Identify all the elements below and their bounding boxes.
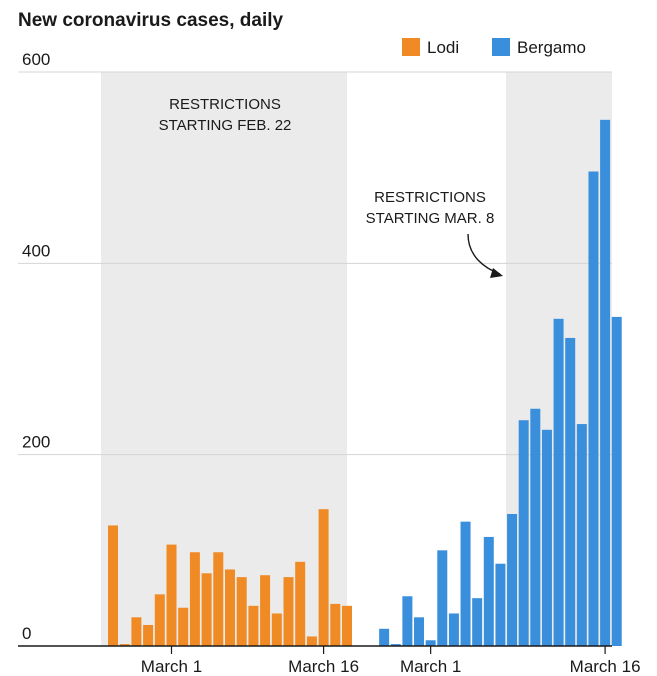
bar-bergamo [414, 617, 425, 646]
legend-swatch-lodi [402, 38, 420, 56]
x-tick-label: March 1 [141, 657, 202, 676]
bar-lodi [342, 605, 352, 646]
bar-lodi [143, 624, 154, 646]
annotation-feb22: RESTRICTIONS STARTING FEB. 22 [159, 96, 292, 134]
annotation-arrowhead [490, 268, 503, 278]
bar-lodi [119, 644, 130, 646]
restriction-shading-lodi [101, 72, 347, 646]
bar-bergamo [611, 316, 622, 646]
bar-lodi [166, 544, 177, 646]
bar-lodi [213, 552, 224, 646]
x-ticks: March 1 March 16 March 1 March 16 [141, 646, 641, 676]
bar-lodi [306, 636, 317, 646]
legend-label-bergamo: Bergamo [517, 38, 586, 57]
bar-bergamo [530, 408, 541, 646]
bar-lodi [283, 577, 294, 646]
bar-bergamo [460, 521, 471, 646]
bar-lodi [154, 594, 165, 646]
bar-bergamo [507, 513, 518, 646]
bar-lodi [189, 552, 200, 646]
annotation-feb22-line2: STARTING FEB. 22 [159, 117, 292, 134]
legend-swatch-bergamo [492, 38, 510, 56]
bar-lodi [225, 569, 235, 646]
bar-lodi [318, 509, 329, 646]
gridlines [18, 71, 612, 456]
bar-bergamo [379, 628, 390, 646]
bar-bergamo [541, 429, 552, 646]
bar-bergamo [576, 424, 587, 646]
y-tick-label: 200 [22, 433, 50, 452]
bar-bergamo [448, 613, 459, 646]
bar-bergamo [588, 171, 599, 646]
bar-lodi [271, 613, 282, 646]
y-tick-label: 600 [22, 50, 50, 69]
y-tick-label: 0 [22, 624, 31, 643]
annotation-mar8-line1: RESTRICTIONS [374, 189, 486, 206]
bar-bergamo [495, 563, 506, 646]
bar-bergamo [402, 596, 413, 646]
bar-lodi [201, 573, 212, 646]
bar-lodi [295, 561, 306, 646]
x-tick-label: March 1 [400, 657, 461, 676]
annotation-feb22-line1: RESTRICTIONS [169, 96, 281, 113]
bar-bergamo [565, 337, 576, 646]
y-tick-labels: 0 200 400 600 [22, 50, 50, 643]
legend-label-lodi: Lodi [427, 38, 459, 57]
bar-bergamo [425, 640, 436, 646]
annotation-mar8-line2: STARTING MAR. 8 [366, 210, 495, 227]
bar-lodi [108, 525, 118, 646]
bar-lodi [236, 577, 247, 646]
bar-lodi [131, 617, 142, 646]
bar-bergamo [390, 644, 401, 646]
bar-lodi [248, 605, 259, 646]
bar-bergamo [553, 318, 564, 646]
bar-bergamo [600, 119, 611, 647]
annotation-arrow [467, 233, 501, 275]
bar-lodi [260, 575, 271, 646]
y-tick-label: 400 [22, 241, 50, 260]
bars-lodi [108, 509, 352, 646]
bar-bergamo [472, 598, 483, 646]
bar-bergamo [483, 536, 494, 646]
legend: Lodi Bergamo [402, 38, 586, 57]
chart-title: New coronavirus cases, daily [18, 10, 284, 31]
bars-bergamo [379, 119, 622, 647]
x-tick-label: March 16 [570, 657, 641, 676]
bar-lodi [178, 607, 189, 646]
bar-bergamo [437, 550, 448, 646]
bar-bergamo [518, 420, 529, 646]
annotation-mar8: RESTRICTIONS STARTING MAR. 8 [366, 189, 503, 278]
x-tick-label: March 16 [288, 657, 359, 676]
bar-lodi [330, 603, 341, 646]
